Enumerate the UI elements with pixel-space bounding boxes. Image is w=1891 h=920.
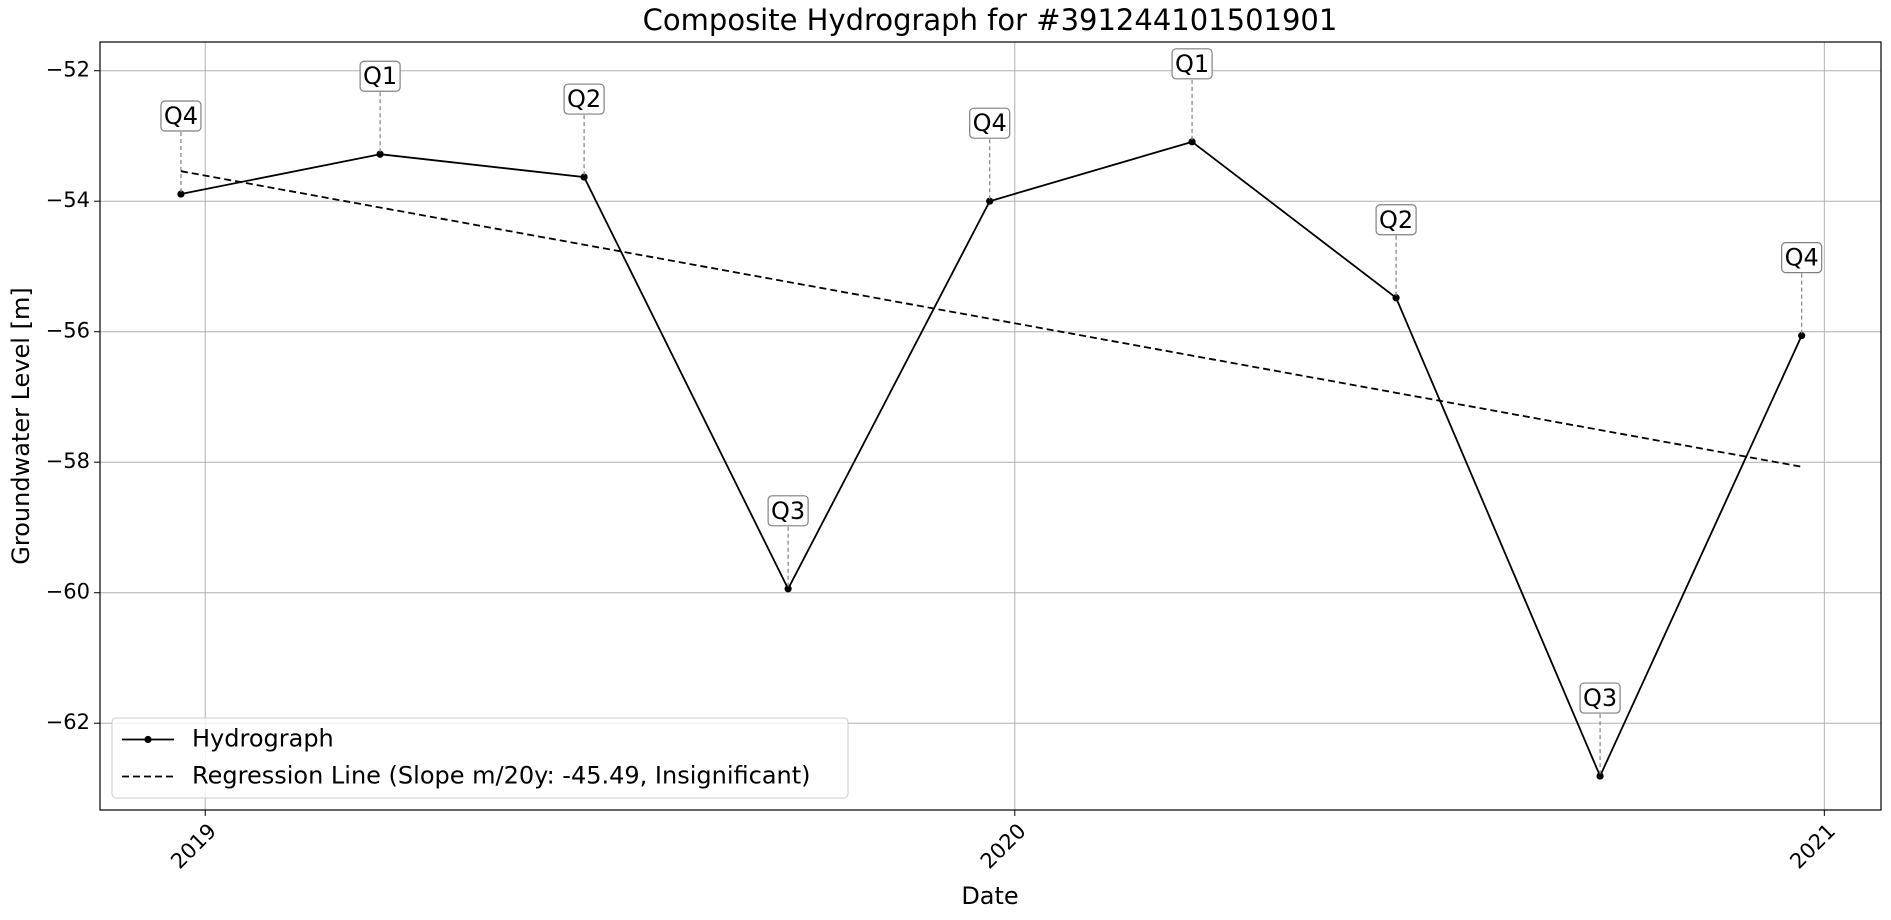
y-axis-label: Groundwater Level [m] xyxy=(7,287,35,564)
legend-box xyxy=(111,717,849,799)
annotation-label: Q2 xyxy=(567,85,601,113)
annotation-box xyxy=(969,107,1011,139)
data-point xyxy=(784,585,792,593)
legend: Hydrograph Regression Line (Slope m/20y: … xyxy=(111,717,849,799)
legend-label: Hydrograph xyxy=(192,725,334,753)
plot-area: Q4 Q1 Q2 Q3 Q4 Q1 Q2 Q3 Q4 xyxy=(160,48,1823,780)
annotation-box xyxy=(767,495,809,527)
data-point xyxy=(376,150,384,158)
annotation-box xyxy=(1579,682,1621,714)
annotation-label: Q2 xyxy=(1379,206,1413,234)
data-point xyxy=(1188,138,1196,146)
annotation-box xyxy=(359,60,401,92)
y-tick-label: −62 xyxy=(46,710,90,734)
annotation-box xyxy=(563,83,605,115)
data-point xyxy=(580,173,588,181)
legend-label: Regression Line (Slope m/20y: -45.49, In… xyxy=(192,762,811,790)
annotation-box xyxy=(1375,204,1417,236)
legend-marker xyxy=(144,735,152,744)
annotation-box xyxy=(1171,48,1213,80)
chart-title: Composite Hydrograph for #39124410150190… xyxy=(643,3,1338,37)
data-point xyxy=(986,197,994,205)
data-point xyxy=(1596,772,1604,780)
annotation-label: Q1 xyxy=(363,62,397,90)
data-point xyxy=(1392,294,1400,302)
annotation-label: Q1 xyxy=(1175,50,1209,78)
annotation-label: Q3 xyxy=(1583,684,1617,712)
y-tick-label: −54 xyxy=(46,188,90,212)
annotation-box xyxy=(1781,242,1823,274)
data-point xyxy=(1798,332,1806,340)
y-tick-label: −58 xyxy=(46,449,90,473)
annotation-label: Q4 xyxy=(164,102,198,130)
axes-frame xyxy=(99,41,1882,811)
y-tick-label: −52 xyxy=(46,58,90,82)
annotation-label: Q4 xyxy=(1785,244,1819,272)
annotation-label: Q4 xyxy=(973,109,1007,137)
annotation-label: Q3 xyxy=(771,497,805,525)
x-axis-label: Date xyxy=(961,882,1018,910)
annotation-box xyxy=(160,100,202,132)
y-tick-label: −60 xyxy=(46,580,90,604)
data-point xyxy=(177,190,185,198)
y-tick-label: −56 xyxy=(46,319,90,343)
